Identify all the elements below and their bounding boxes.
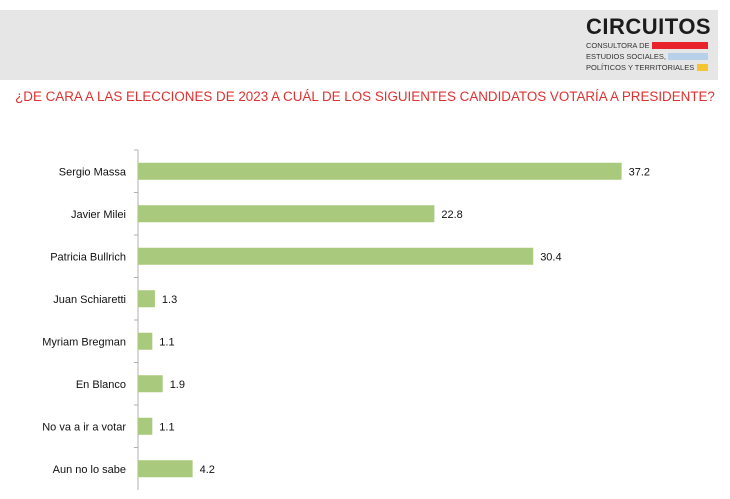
logo-yellow-stripe	[697, 64, 708, 71]
header-band	[0, 10, 718, 80]
value-label: 1.9	[170, 379, 185, 391]
category-label: Patricia Bullrich	[50, 251, 126, 263]
bar	[138, 162, 622, 180]
category-label: Sergio Massa	[59, 166, 127, 178]
category-label: Javier Milei	[71, 209, 126, 221]
circuitos-logo: CIRCUITOS CONSULTORA DE ESTUDIOS SOCIALE…	[584, 14, 712, 78]
value-label: 1.1	[159, 421, 174, 433]
category-label: No va a ir a votar	[42, 421, 126, 433]
category-label: Aun no lo sabe	[53, 464, 126, 476]
chart-title: ¿DE CARA A LAS ELECCIONES DE 2023 A CUÁL…	[15, 89, 715, 104]
bar	[138, 247, 534, 265]
logo-brand-name: CIRCUITOS	[586, 14, 712, 39]
logo-tagline-line-2: ESTUDIOS SOCIALES,	[586, 52, 667, 61]
category-label: En Blanco	[76, 379, 126, 391]
logo-tagline-line-3: POLÍTICOS Y TERRITORIALES	[586, 63, 695, 72]
logo-red-stripe	[652, 42, 708, 49]
value-label: 37.2	[629, 166, 650, 178]
logo-blue-stripe	[668, 53, 708, 60]
value-label: 4.2	[200, 464, 215, 476]
category-label: Juan Schiaretti	[53, 294, 126, 306]
value-label: 30.4	[540, 251, 561, 263]
bars-layer: Sergio Massa 37.2 Javier Milei 22.8 Patricia…	[42, 149, 650, 490]
bar	[138, 375, 163, 393]
value-label: 22.8	[441, 209, 462, 221]
category-label: Myriam Bregman	[42, 336, 126, 348]
logo-tagline-line-1: CONSULTORA DE	[586, 41, 650, 50]
bar	[138, 417, 153, 435]
value-label: 1.3	[162, 294, 177, 306]
bar	[138, 332, 153, 350]
bar	[138, 290, 155, 308]
value-label: 1.1	[159, 336, 174, 348]
bar	[138, 205, 435, 223]
bar	[138, 460, 193, 478]
